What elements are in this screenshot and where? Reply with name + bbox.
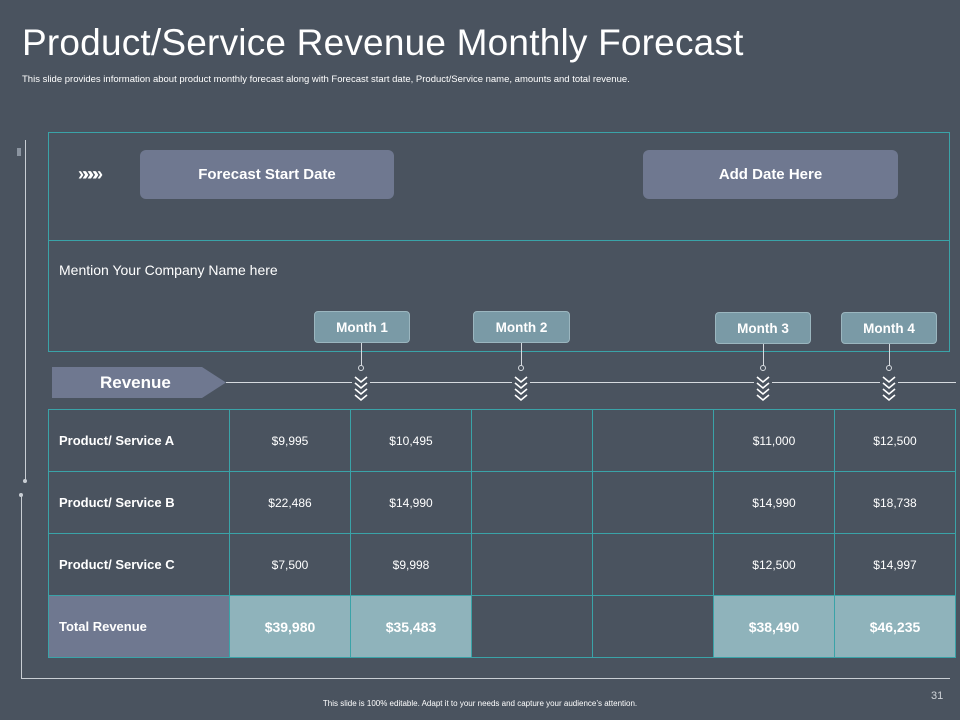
table-cell: [592, 471, 714, 534]
month-2-node-icon: [518, 365, 524, 371]
row-label: Product/ Service B: [48, 471, 230, 534]
total-cell-empty: [471, 595, 593, 658]
row-label: Product/ Service C: [48, 533, 230, 596]
table-cell: $11,000: [713, 409, 835, 472]
month-1-chevron-down-icon: [352, 372, 370, 402]
table-cell: $7,500: [229, 533, 351, 596]
table-cell: [592, 533, 714, 596]
total-cell: $35,483: [350, 595, 472, 658]
chevron-arrows-icon: »»»»: [78, 164, 103, 184]
total-cell: $39,980: [229, 595, 351, 658]
month-1-node-icon: [358, 365, 364, 371]
revenue-table: Product/ Service A $9,995 $10,495 $11,00…: [48, 409, 956, 658]
forecast-start-date-label: Forecast Start Date: [140, 150, 394, 199]
row-label: Product/ Service A: [48, 409, 230, 472]
month-2-tag: Month 2: [473, 311, 570, 343]
month-3-node-icon: [760, 365, 766, 371]
revenue-tag: Revenue: [52, 367, 226, 398]
total-row: Total Revenue $39,980 $35,483 $38,490 $4…: [48, 595, 956, 658]
revenue-tag-shape: [52, 367, 226, 398]
page-number: 31: [931, 690, 944, 702]
company-name-placeholder[interactable]: Mention Your Company Name here: [59, 262, 278, 278]
total-revenue-label: Total Revenue: [48, 595, 230, 658]
table-cell: [471, 471, 593, 534]
total-cell: $46,235: [834, 595, 956, 658]
month-2-stem: [521, 343, 522, 367]
table-cell: $14,990: [350, 471, 472, 534]
table-cell: $14,990: [713, 471, 835, 534]
table-cell: [471, 409, 593, 472]
add-date-field[interactable]: Add Date Here: [643, 150, 898, 199]
total-cell-empty: [592, 595, 714, 658]
table-cell: [471, 533, 593, 596]
month-2-chevron-down-icon: [512, 372, 530, 402]
table-cell: [592, 409, 714, 472]
table-cell: $12,500: [713, 533, 835, 596]
frame-left-dot-2: [19, 493, 23, 497]
frame-left-dot: [23, 479, 27, 483]
frame-left-line-top: [25, 140, 26, 480]
frame-left-line-bottom: [21, 496, 22, 678]
frame-bottom-line: [21, 678, 950, 679]
table-row: Product/ Service C $7,500 $9,998 $12,500…: [48, 533, 956, 596]
table-cell: $12,500: [834, 409, 956, 472]
month-3-tag: Month 3: [715, 312, 811, 344]
table-cell: $22,486: [229, 471, 351, 534]
revenue-timeline-line: [226, 382, 956, 383]
table-cell: $9,998: [350, 533, 472, 596]
page-title: Product/Service Revenue Monthly Forecast: [22, 22, 744, 63]
page-subtitle: This slide provides information about pr…: [22, 74, 630, 85]
table-cell: $9,995: [229, 409, 351, 472]
table-row: Product/ Service A $9,995 $10,495 $11,00…: [48, 409, 956, 472]
month-4-node-icon: [886, 365, 892, 371]
total-cell: $38,490: [713, 595, 835, 658]
table-cell: $14,997: [834, 533, 956, 596]
month-4-tag: Month 4: [841, 312, 937, 344]
table-cell: $18,738: [834, 471, 956, 534]
month-1-tag: Month 1: [314, 311, 410, 343]
info-box-divider: [48, 240, 950, 241]
revenue-label: Revenue: [100, 373, 171, 392]
month-4-chevron-down-icon: [880, 372, 898, 402]
frame-left-marker: [17, 148, 21, 156]
table-row: Product/ Service B $22,486 $14,990 $14,9…: [48, 471, 956, 534]
month-3-stem: [763, 344, 764, 367]
month-3-chevron-down-icon: [754, 372, 772, 402]
month-1-stem: [361, 343, 362, 367]
month-4-stem: [889, 344, 890, 367]
forecast-info-box: [48, 132, 950, 352]
table-cell: $10,495: [350, 409, 472, 472]
footer-note: This slide is 100% editable. Adapt it to…: [322, 699, 638, 708]
